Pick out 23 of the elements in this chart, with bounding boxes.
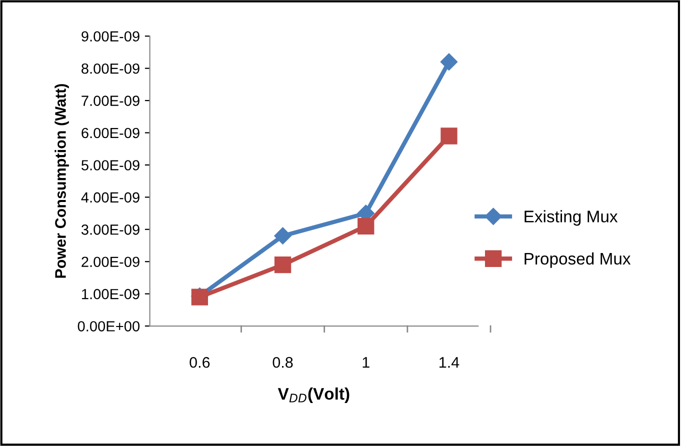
x-axis-title: V$_{DD}$(Volt) <box>278 387 350 404</box>
x-tick-label: 0.6 <box>190 356 210 368</box>
y-tick-label: 8.00E-09 <box>82 63 140 74</box>
legend-label: Proposed Mux <box>524 252 631 268</box>
y-tick-label: 5.00E-09 <box>82 160 140 170</box>
x-tick-label: 1.4 <box>440 357 460 368</box>
y-tick-label: 0.00E+00 <box>78 321 140 332</box>
y-tick-label: 1.00E-09 <box>82 288 140 300</box>
point <box>274 256 292 274</box>
y-tick-label: 2.00E-09 <box>82 256 140 268</box>
y-tick-label: 7.00E-09 <box>82 96 140 106</box>
x-tick-label: 0.8 <box>272 356 293 368</box>
point <box>440 128 458 144</box>
y-tick-label: 3.00E-09 <box>81 224 140 235</box>
point <box>274 227 292 244</box>
legend-label: Existing Mux <box>524 210 618 226</box>
x-tick-label: 1 <box>362 357 370 368</box>
point <box>440 53 458 70</box>
y-tick-label: 4.00E-09 <box>81 192 140 203</box>
point <box>358 218 374 235</box>
y-tick-label: 6.00E-09 <box>82 128 140 138</box>
y-axis-title: Power Consumption (Watt) <box>54 84 69 278</box>
y-tick-label: 9.00E-09 <box>82 31 140 42</box>
